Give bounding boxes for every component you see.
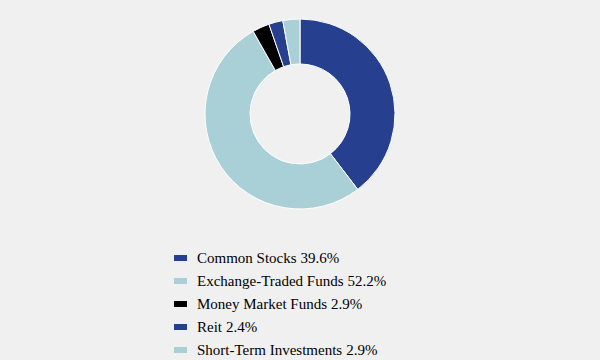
legend-swatch	[174, 324, 187, 330]
legend-swatch	[174, 301, 187, 307]
legend-label: Money Market Funds2.9%	[197, 296, 362, 312]
legend-value: 2.9%	[331, 296, 362, 312]
legend-value: 2.4%	[226, 319, 257, 335]
slice	[283, 19, 300, 65]
legend-category: Common Stocks	[197, 250, 297, 266]
legend-label: Reit2.4%	[197, 319, 257, 335]
legend: Common Stocks39.6% Exchange-Traded Funds5…	[174, 250, 386, 358]
legend-category: Short-Term Investments	[197, 342, 342, 358]
legend-swatch	[174, 347, 187, 353]
legend-value: 52.2%	[348, 273, 387, 289]
legend-value: 39.6%	[301, 250, 340, 266]
legend-label: Short-Term Investments2.9%	[197, 342, 377, 358]
legend-value: 2.9%	[346, 342, 377, 358]
legend-swatch	[174, 278, 187, 284]
legend-label: Common Stocks39.6%	[197, 250, 339, 266]
legend-category: Exchange-Traded Funds	[197, 273, 344, 289]
legend-category: Money Market Funds	[197, 296, 327, 312]
legend-swatch	[174, 255, 187, 261]
chart: Common Stocks39.6% Exchange-Traded Funds5…	[0, 0, 600, 360]
legend-category: Reit	[197, 319, 223, 335]
legend-label: Exchange-Traded Funds52.2%	[197, 273, 386, 289]
slices	[205, 19, 395, 209]
